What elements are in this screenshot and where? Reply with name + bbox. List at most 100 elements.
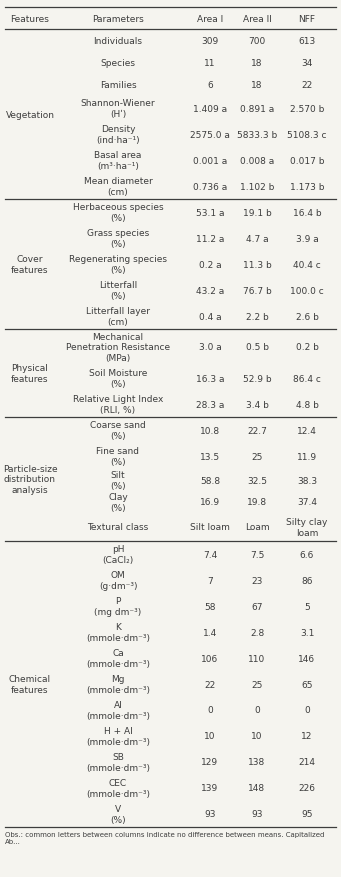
Text: 5833.3 b: 5833.3 b [237, 131, 277, 139]
Text: 22: 22 [301, 81, 313, 89]
Text: 67: 67 [251, 602, 263, 610]
Text: 2.6 b: 2.6 b [296, 312, 318, 321]
Text: Relative Light Index
(RLI, %): Relative Light Index (RLI, %) [73, 395, 163, 414]
Text: 13.5: 13.5 [200, 452, 220, 461]
Text: 1.409 a: 1.409 a [193, 104, 227, 113]
Text: 16.4 b: 16.4 b [293, 208, 321, 217]
Text: K
(mmole·dm⁻³): K (mmole·dm⁻³) [86, 623, 150, 642]
Text: Ca
(mmole·dm⁻³): Ca (mmole·dm⁻³) [86, 649, 150, 668]
Text: 32.5: 32.5 [247, 476, 267, 485]
Text: 2.570 b: 2.570 b [290, 104, 324, 113]
Text: 2.2 b: 2.2 b [246, 312, 268, 321]
Text: Obs.: common letters between columns indicate no difference between means. Capit: Obs.: common letters between columns ind… [5, 831, 324, 844]
Text: 25: 25 [251, 452, 263, 461]
Text: 2.8: 2.8 [250, 628, 264, 637]
Text: 38.3: 38.3 [297, 476, 317, 485]
Text: 43.2 a: 43.2 a [196, 286, 224, 296]
Text: 40.4 c: 40.4 c [293, 260, 321, 269]
Text: 11.3 b: 11.3 b [243, 260, 271, 269]
Text: Litterfall
(%): Litterfall (%) [99, 281, 137, 300]
Text: Litterfall layer
(cm): Litterfall layer (cm) [86, 307, 150, 326]
Text: 226: 226 [298, 784, 315, 793]
Text: 10: 10 [204, 731, 216, 741]
Text: Al
(mmole·dm⁻³): Al (mmole·dm⁻³) [86, 701, 150, 720]
Text: Silt loam: Silt loam [190, 523, 230, 531]
Text: 0.736 a: 0.736 a [193, 182, 227, 191]
Text: 58: 58 [204, 602, 216, 610]
Text: 139: 139 [202, 784, 219, 793]
Text: 11.2 a: 11.2 a [196, 234, 224, 243]
Text: 19.1 b: 19.1 b [243, 208, 271, 217]
Text: 11: 11 [204, 59, 216, 68]
Text: NFF: NFF [298, 15, 315, 24]
Text: 0: 0 [304, 706, 310, 715]
Text: Cover
features: Cover features [11, 255, 49, 275]
Text: 25: 25 [251, 680, 263, 688]
Text: 129: 129 [202, 758, 219, 766]
Text: Mechanical
Penetration Resistance
(MPa): Mechanical Penetration Resistance (MPa) [66, 332, 170, 362]
Text: 0.001 a: 0.001 a [193, 156, 227, 165]
Text: 138: 138 [248, 758, 266, 766]
Text: 2575.0 a: 2575.0 a [190, 131, 230, 139]
Text: 76.7 b: 76.7 b [243, 286, 271, 296]
Text: Mean diameter
(cm): Mean diameter (cm) [84, 177, 152, 196]
Text: Particle-size
distribution
analysis: Particle-size distribution analysis [3, 465, 57, 495]
Text: Silty clay
loam: Silty clay loam [286, 517, 328, 537]
Text: Clay
(%): Clay (%) [108, 493, 128, 512]
Text: 5108.3 c: 5108.3 c [287, 131, 327, 139]
Text: 7.4: 7.4 [203, 550, 217, 559]
Text: 1.4: 1.4 [203, 628, 217, 637]
Text: 4.8 b: 4.8 b [296, 400, 318, 409]
Text: H + Al
(mmole·dm⁻³): H + Al (mmole·dm⁻³) [86, 726, 150, 745]
Text: 309: 309 [202, 37, 219, 46]
Text: Herbaceous species
(%): Herbaceous species (%) [73, 203, 163, 223]
Text: 0.891 a: 0.891 a [240, 104, 274, 113]
Text: 3.9 a: 3.9 a [296, 234, 318, 243]
Text: Shannon-Wiener
(Hʹ): Shannon-Wiener (Hʹ) [81, 99, 155, 118]
Text: 214: 214 [298, 758, 315, 766]
Text: Area I: Area I [197, 15, 223, 24]
Text: Vegetation: Vegetation [5, 111, 55, 119]
Text: 106: 106 [202, 653, 219, 663]
Text: 148: 148 [249, 784, 266, 793]
Text: 37.4: 37.4 [297, 498, 317, 507]
Text: 0.2 b: 0.2 b [296, 343, 318, 352]
Text: 0: 0 [207, 706, 213, 715]
Text: 0.4 a: 0.4 a [199, 312, 221, 321]
Text: 10: 10 [251, 731, 263, 741]
Text: 16.9: 16.9 [200, 498, 220, 507]
Text: 0.2 a: 0.2 a [199, 260, 221, 269]
Text: Silt
(%): Silt (%) [110, 471, 126, 490]
Text: 93: 93 [251, 809, 263, 818]
Text: 28.3 a: 28.3 a [196, 400, 224, 409]
Text: 34: 34 [301, 59, 313, 68]
Text: 3.4 b: 3.4 b [246, 400, 268, 409]
Text: 3.1: 3.1 [300, 628, 314, 637]
Text: Families: Families [100, 81, 136, 89]
Text: pH
(CaCl₂): pH (CaCl₂) [102, 545, 134, 564]
Text: 11.9: 11.9 [297, 452, 317, 461]
Text: 23: 23 [251, 576, 263, 585]
Text: CEC
(mmole·dm⁻³): CEC (mmole·dm⁻³) [86, 779, 150, 798]
Text: 19.8: 19.8 [247, 498, 267, 507]
Text: 1.102 b: 1.102 b [240, 182, 274, 191]
Text: 110: 110 [248, 653, 266, 663]
Text: 93: 93 [204, 809, 216, 818]
Text: 6: 6 [207, 81, 213, 89]
Text: 4.7 a: 4.7 a [246, 234, 268, 243]
Text: 53.1 a: 53.1 a [196, 208, 224, 217]
Text: 7: 7 [207, 576, 213, 585]
Text: 0.017 b: 0.017 b [290, 156, 324, 165]
Text: 22.7: 22.7 [247, 426, 267, 435]
Text: Parameters: Parameters [92, 15, 144, 24]
Text: 0: 0 [254, 706, 260, 715]
Text: Soil Moisture
(%): Soil Moisture (%) [89, 369, 147, 389]
Text: 65: 65 [301, 680, 313, 688]
Text: 10.8: 10.8 [200, 426, 220, 435]
Text: Chemical
features: Chemical features [9, 674, 51, 694]
Text: 3.0 a: 3.0 a [198, 343, 221, 352]
Text: 12.4: 12.4 [297, 426, 317, 435]
Text: Coarse sand
(%): Coarse sand (%) [90, 421, 146, 440]
Text: Mg
(mmole·dm⁻³): Mg (mmole·dm⁻³) [86, 674, 150, 694]
Text: Fine sand
(%): Fine sand (%) [97, 446, 139, 467]
